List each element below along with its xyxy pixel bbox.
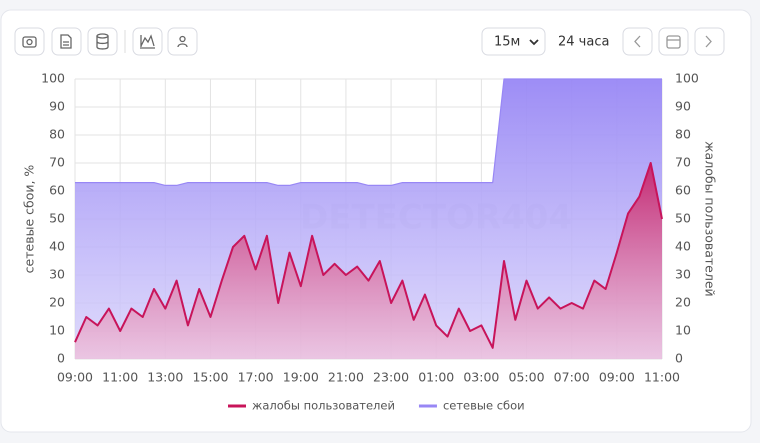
y2-tick-label: 20 xyxy=(675,295,691,310)
legend-label: сетевые сбои xyxy=(443,399,525,413)
y-tick-label: 0 xyxy=(57,351,65,366)
y-tick-label: 20 xyxy=(49,295,65,310)
y2-tick-label: 30 xyxy=(675,267,691,282)
y2-tick-label: 10 xyxy=(675,323,691,338)
series-line xyxy=(75,78,662,186)
x-tick-label: 13:00 xyxy=(147,370,183,385)
x-tick-label: 09:00 xyxy=(57,370,93,385)
y2-tick-label: 60 xyxy=(675,183,691,198)
x-tick-label: 01:00 xyxy=(418,370,454,385)
x-tick-label: 15:00 xyxy=(192,370,228,385)
camera-button[interactable] xyxy=(14,27,45,56)
y-tick-label: 70 xyxy=(49,155,65,170)
calendar-button[interactable] xyxy=(658,27,689,56)
toolbar: 15м 24 часа xyxy=(14,27,725,56)
y-tick-label: 30 xyxy=(49,267,65,282)
database-button[interactable] xyxy=(87,27,118,56)
y2-axis-label: жалобы пользователей xyxy=(703,141,718,296)
interval-select[interactable] xyxy=(481,27,546,56)
x-tick-label: 05:00 xyxy=(509,370,545,385)
y2-tick-label: 80 xyxy=(675,127,691,142)
legend: жалобы пользователей сетевые сбои xyxy=(228,399,525,413)
y2-tick-label: 70 xyxy=(675,155,691,170)
y2-tick-label: 0 xyxy=(675,351,683,366)
next-button[interactable] xyxy=(694,27,725,56)
y-tick-label: 10 xyxy=(49,323,65,338)
x-tick-label: 09:00 xyxy=(599,370,635,385)
interval-label: 15м xyxy=(494,35,520,50)
plot: 0 10 20 30 40 50 60 70 80 90 100 0 10 20 30 40 50 60 70 80 9… xyxy=(41,71,699,385)
series-area xyxy=(75,163,662,359)
y-tick-label: 100 xyxy=(41,71,65,86)
y2-tick-label: 40 xyxy=(675,239,691,254)
y-axis-label: сетевые сбои, % xyxy=(22,165,37,274)
x-tick-label: 19:00 xyxy=(283,370,319,385)
y-tick-label: 80 xyxy=(49,127,65,142)
y-tick-label: 50 xyxy=(49,211,65,226)
y-tick-label: 90 xyxy=(49,99,65,114)
x-tick-label: 23:00 xyxy=(373,370,409,385)
x-tick-label: 07:00 xyxy=(554,370,590,385)
x-tick-label: 03:00 xyxy=(463,370,499,385)
x-tick-label: 11:00 xyxy=(644,370,680,385)
y2-tick-label: 100 xyxy=(675,71,699,86)
x-tick-label: 21:00 xyxy=(328,370,364,385)
series-line xyxy=(74,162,663,349)
prev-button[interactable] xyxy=(622,27,653,56)
y2-tick-label: 90 xyxy=(675,99,691,114)
range-label: 24 часа xyxy=(558,35,609,50)
x-tick-label: 17:00 xyxy=(238,370,274,385)
x-tick-label: 11:00 xyxy=(102,370,138,385)
y2-tick-label: 50 xyxy=(675,211,691,226)
y-tick-label: 40 xyxy=(49,239,65,254)
legend-label: жалобы пользователей xyxy=(252,399,395,413)
y-tick-label: 60 xyxy=(49,183,65,198)
